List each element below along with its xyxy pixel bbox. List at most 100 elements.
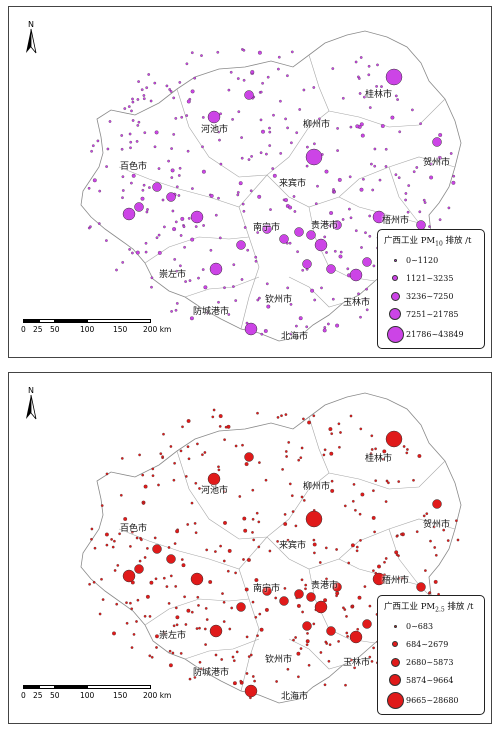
emission-site-point [219, 544, 222, 548]
emission-site-point [250, 70, 255, 74]
emission-site-point [207, 110, 221, 124]
emission-site-point [131, 100, 135, 104]
emission-site-point [232, 285, 235, 288]
emission-site-point [173, 258, 177, 261]
emission-site-point [292, 195, 296, 198]
emission-site-point [201, 169, 206, 174]
emission-site-point [226, 569, 230, 573]
emission-site-point [312, 538, 316, 542]
emission-site-point [406, 210, 410, 214]
emission-site-point [305, 325, 309, 329]
emission-site-point [272, 173, 277, 178]
emission-site-point [155, 236, 159, 240]
emission-site-point [144, 241, 148, 245]
emission-site-point [370, 660, 374, 663]
emission-site-point [260, 332, 264, 336]
emission-site-point [121, 196, 124, 200]
emission-site-point [123, 107, 127, 110]
emission-site-point [269, 208, 272, 211]
emission-site-point [240, 156, 244, 160]
emission-site-point [349, 268, 363, 282]
emission-site-point [359, 315, 362, 319]
emission-site-point [251, 675, 255, 678]
emission-site-point [88, 582, 91, 586]
emission-site-point [363, 95, 366, 99]
emission-site-point [219, 112, 222, 116]
emission-site-point [385, 479, 389, 483]
emission-site-point [131, 530, 134, 534]
emission-site-point [251, 600, 255, 604]
pm10-map [80, 30, 462, 342]
emission-site-point [258, 296, 261, 300]
emission-site-point [152, 182, 162, 192]
emission-site-point [110, 538, 113, 541]
emission-site-point [132, 633, 136, 636]
scale-bar: 0 25 50 100 150 200 km [21, 685, 173, 711]
emission-site-point [224, 425, 228, 429]
emission-site-point [323, 221, 327, 225]
emission-site-point [341, 96, 345, 100]
emission-site-point [131, 251, 134, 255]
city-boundary [308, 416, 446, 490]
emission-site-point [186, 419, 191, 423]
emission-site-point [290, 141, 293, 145]
emission-site-point [150, 276, 154, 280]
emission-site-point [337, 422, 341, 426]
emission-site-point [203, 627, 207, 631]
emission-site-point [198, 660, 202, 664]
emission-site-point [279, 234, 289, 244]
emission-site-point [259, 151, 263, 155]
emission-site-point [101, 598, 105, 601]
emission-site-point [323, 448, 327, 452]
emission-site-point [404, 198, 407, 202]
emission-site-point [130, 181, 133, 185]
emission-site-point [169, 574, 173, 578]
emission-site-point [154, 130, 159, 135]
emission-site-point [429, 539, 432, 543]
emission-site-point [136, 98, 140, 101]
emission-site-point [179, 449, 183, 453]
pm10-map-panel: N 河池市 桂林市 柳州市 贺州市 百色市 来宾市 南宁市 贵港市 梧州市 崇左… [8, 6, 492, 358]
emission-site-point [174, 606, 178, 610]
emission-site-point [387, 481, 390, 485]
emission-site-point [251, 517, 255, 521]
emission-site-point [262, 224, 272, 234]
emission-site-point [105, 239, 108, 242]
emission-site-point [221, 592, 224, 595]
emission-site-point [331, 297, 335, 301]
emission-site-point [384, 165, 388, 168]
emission-site-point [265, 282, 269, 286]
emission-site-point [370, 448, 374, 451]
city-boundary [288, 638, 344, 670]
emission-site-point [316, 184, 319, 188]
city-label-yulin: 玉林市 [343, 298, 371, 308]
emission-site-point [236, 602, 246, 612]
city-label-guilin: 桂林市 [365, 454, 393, 464]
emission-site-point [130, 646, 134, 649]
emission-site-point [214, 653, 218, 657]
emission-site-point [244, 462, 249, 467]
emission-site-point [397, 176, 401, 180]
emission-site-point [237, 110, 241, 114]
emission-site-point [259, 118, 263, 122]
emission-site-point [349, 414, 353, 418]
emission-site-point [262, 586, 272, 596]
emission-site-point [186, 149, 190, 153]
emission-site-point [429, 175, 434, 180]
emission-site-point [327, 322, 330, 326]
emission-site-point [146, 208, 149, 211]
emission-site-point [424, 569, 427, 572]
emission-site-point [338, 254, 343, 259]
legend: 广西工业 PM10 排放 /t 0~1120 1121~3235 3236~72… [377, 229, 485, 349]
emission-site-point [373, 530, 376, 534]
emission-site-point [184, 475, 188, 478]
emission-site-point [136, 124, 140, 127]
emission-site-point [335, 548, 338, 551]
emission-site-point [412, 170, 416, 174]
emission-site-point [312, 414, 316, 418]
emission-site-point [400, 532, 403, 536]
emission-site-point [367, 73, 371, 77]
emission-site-point [172, 624, 176, 628]
emission-site-point [349, 216, 353, 220]
emission-site-point [239, 679, 243, 683]
